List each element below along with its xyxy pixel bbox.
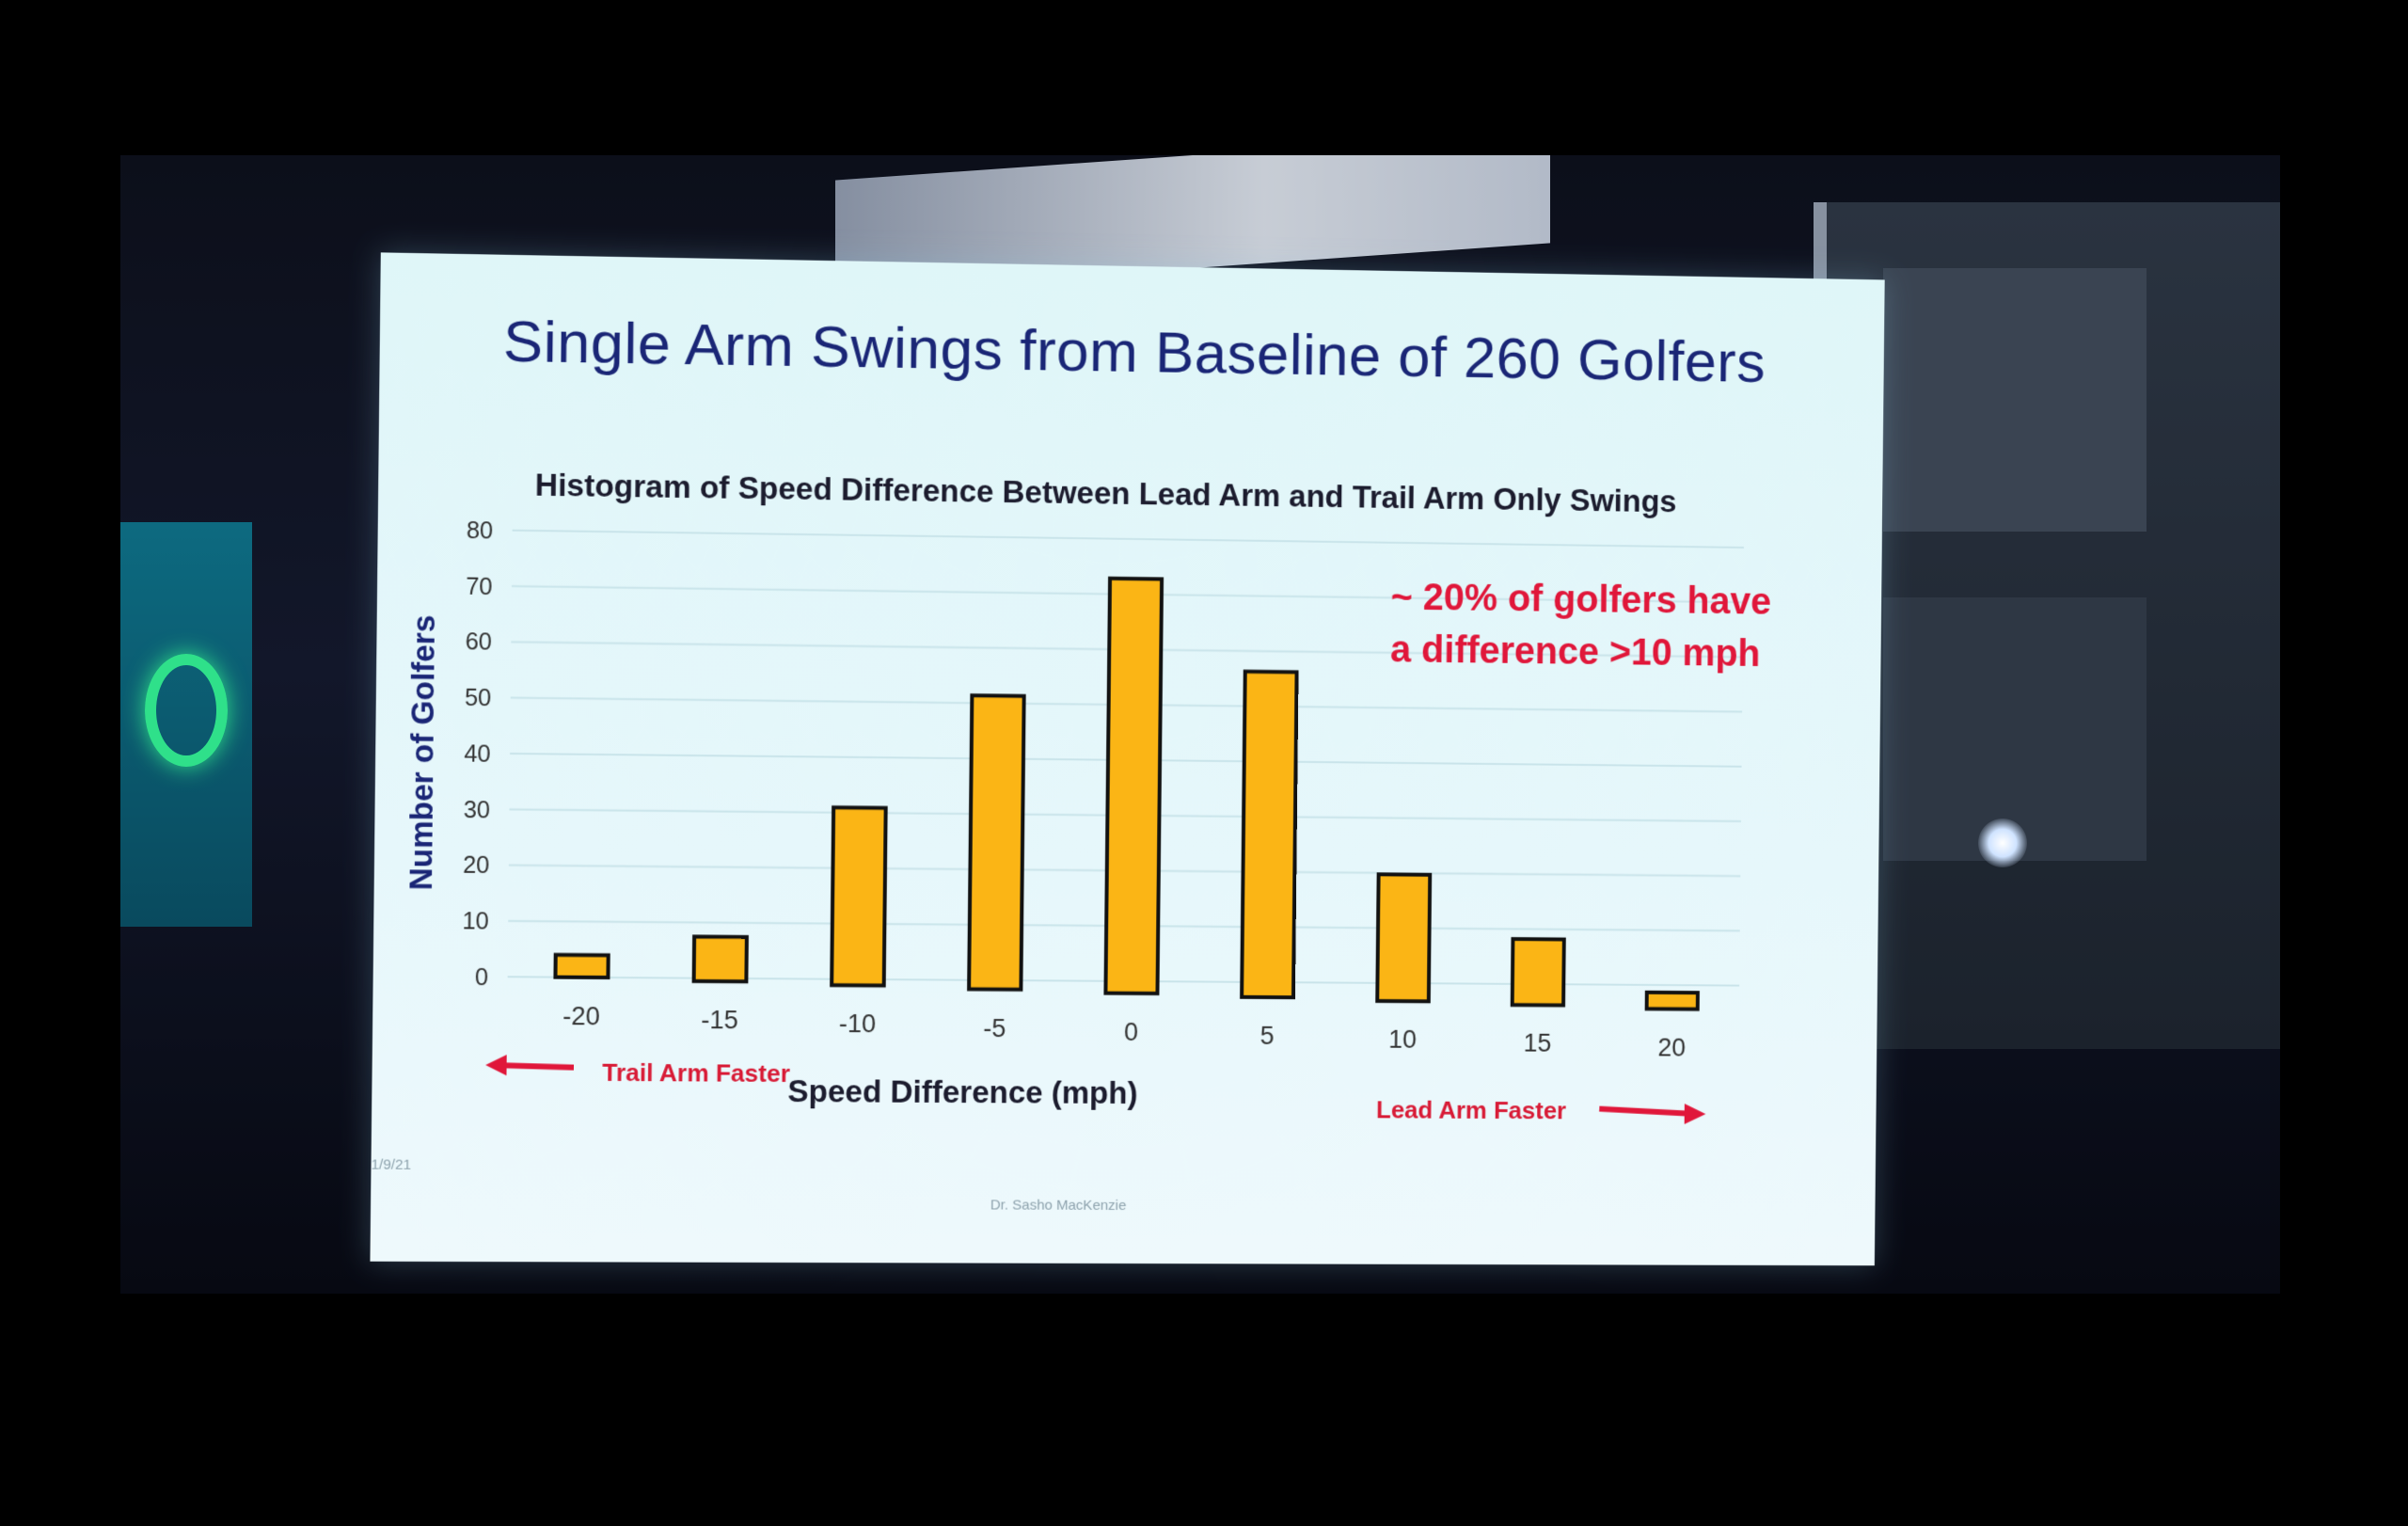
x-tick-label: 15 — [1524, 1028, 1552, 1057]
x-tick-label: 5 — [1259, 1021, 1274, 1050]
bar — [832, 807, 886, 985]
bar — [1242, 672, 1296, 997]
lead-arm-faster-label: Lead Arm Faster — [1376, 1095, 1566, 1125]
x-tick-label: 20 — [1657, 1032, 1686, 1061]
bar — [1377, 874, 1430, 1001]
background-device — [120, 522, 252, 927]
y-tick-label: 60 — [465, 629, 492, 656]
x-tick-labels: -20 -15 -10 -5 0 5 10 15 20 — [562, 1001, 1687, 1061]
device-ring-icon — [145, 654, 228, 767]
annotation-line: a difference >10 mph — [1390, 623, 1771, 680]
y-tick-label: 20 — [463, 852, 490, 879]
y-tick-label: 30 — [464, 797, 491, 823]
window-pane — [1883, 268, 2147, 532]
bar — [1647, 993, 1698, 1009]
annotation-callout: ~ 20% of golfers have a difference >10 m… — [1390, 571, 1771, 680]
y-tick-label: 40 — [464, 740, 491, 767]
y-tick-label: 80 — [467, 517, 494, 545]
bar — [1513, 939, 1564, 1005]
x-tick-label: -5 — [983, 1013, 1006, 1042]
presentation-slide: Single Arm Swings from Baseline of 260 G… — [370, 252, 1884, 1265]
right-arrow-icon — [1599, 1104, 1705, 1124]
footer-author: Dr. Sasho MacKenzie — [990, 1197, 1127, 1214]
y-tick-label: 50 — [465, 685, 492, 711]
left-arrow-icon — [485, 1055, 574, 1076]
x-tick-label: 10 — [1388, 1025, 1417, 1054]
y-tick-label: 0 — [475, 964, 488, 991]
bar — [694, 937, 747, 982]
x-axis-label: Speed Difference (mph) — [787, 1074, 1137, 1111]
trail-arm-faster-label: Trail Arm Faster — [602, 1058, 790, 1089]
bar — [969, 695, 1024, 990]
gridline — [513, 531, 1744, 548]
y-tick-label: 10 — [462, 909, 489, 935]
x-tick-label: -20 — [562, 1001, 600, 1030]
x-tick-label: -10 — [839, 1009, 877, 1038]
y-axis-label: Number of Golfers — [404, 614, 442, 890]
footer-date: 1/9/21 — [371, 1156, 411, 1172]
annotation-line: ~ 20% of golfers have — [1390, 571, 1771, 628]
x-tick-label: -15 — [701, 1005, 738, 1034]
x-tick-label: 0 — [1124, 1017, 1138, 1046]
histogram-chart: 0 10 20 30 40 50 60 70 80 -20 -15 -10 -5 0 5 10 15 20 Nu… — [370, 252, 1884, 1265]
y-tick-labels: 0 10 20 30 40 50 60 70 80 — [462, 517, 494, 991]
bar — [1105, 579, 1162, 993]
bar — [555, 955, 608, 978]
y-tick-label: 70 — [466, 573, 493, 599]
background-light — [1978, 819, 2027, 867]
